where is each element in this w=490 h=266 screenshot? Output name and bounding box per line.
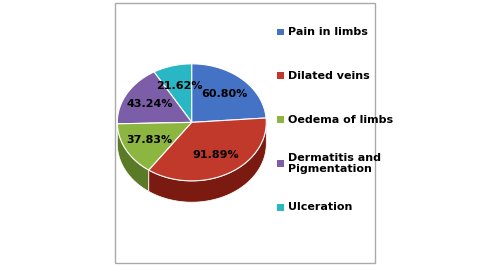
Text: 91.89%: 91.89% <box>193 151 239 160</box>
Bar <box>277 116 284 123</box>
Text: Ulceration: Ulceration <box>288 202 352 213</box>
Polygon shape <box>117 122 192 145</box>
Polygon shape <box>149 122 192 192</box>
Polygon shape <box>154 64 192 122</box>
Polygon shape <box>192 64 266 122</box>
Bar <box>277 160 284 167</box>
Bar <box>277 28 284 35</box>
Polygon shape <box>117 124 149 192</box>
Bar <box>277 204 284 211</box>
Text: 43.24%: 43.24% <box>126 99 173 109</box>
Text: Dermatitis and
Pigmentation: Dermatitis and Pigmentation <box>288 153 381 174</box>
Polygon shape <box>117 72 192 124</box>
Polygon shape <box>117 122 192 170</box>
Polygon shape <box>149 123 266 202</box>
Polygon shape <box>149 118 266 181</box>
Polygon shape <box>149 122 192 192</box>
Text: Pain in limbs: Pain in limbs <box>288 27 368 37</box>
Text: 60.80%: 60.80% <box>201 89 248 99</box>
Polygon shape <box>117 122 192 145</box>
Text: Dilated veins: Dilated veins <box>288 71 369 81</box>
Text: 21.62%: 21.62% <box>156 81 202 91</box>
Text: 37.83%: 37.83% <box>126 135 172 145</box>
Bar <box>277 72 284 79</box>
Text: Oedema of limbs: Oedema of limbs <box>288 115 392 125</box>
